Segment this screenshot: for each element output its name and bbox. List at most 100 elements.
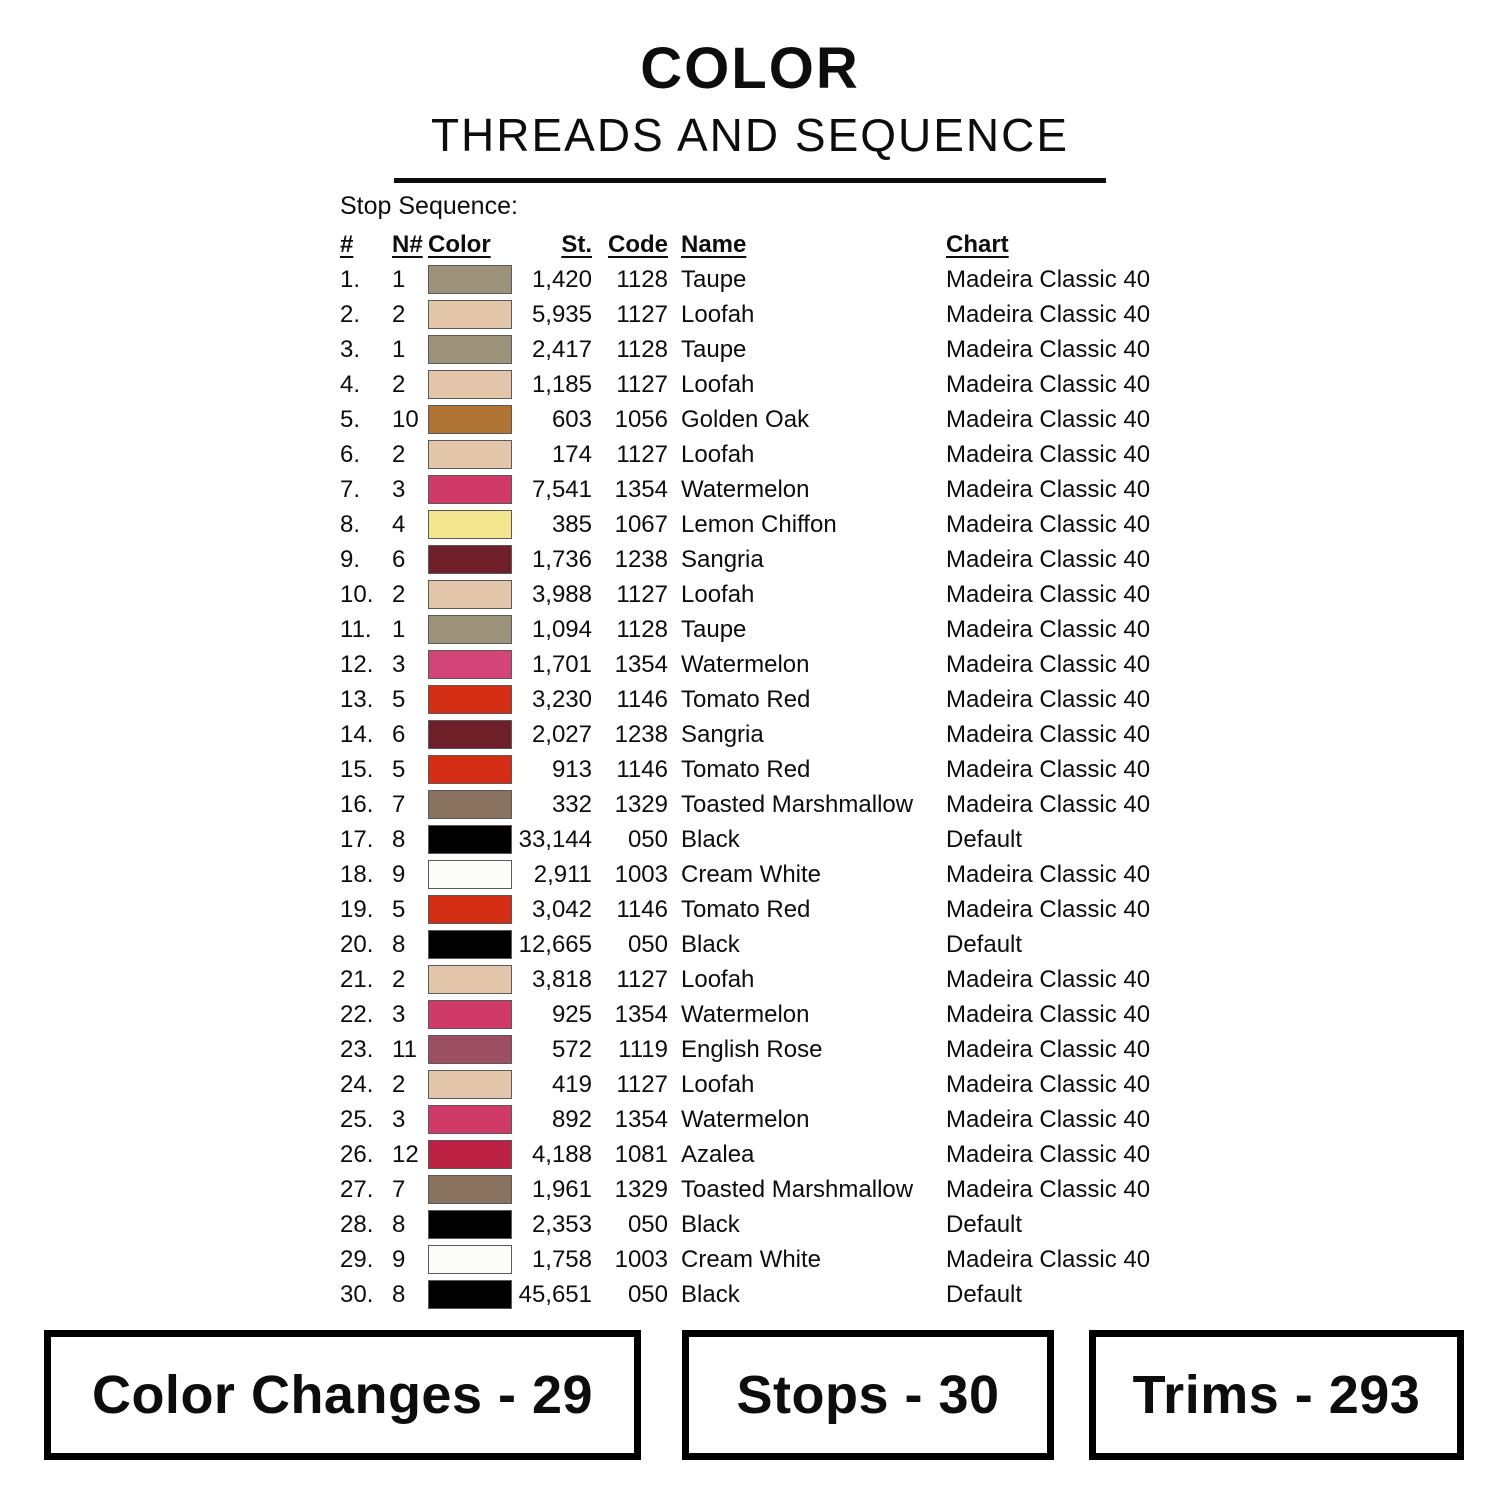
- table-header-row: # N# Color St. Code Name Chart: [340, 228, 1460, 262]
- table-row: 6. 2 174 1127 Loofah Madeira Classic 40: [340, 437, 1460, 472]
- header-code: Code: [608, 231, 668, 258]
- color-swatch: [428, 615, 512, 644]
- thread-name: Watermelon: [681, 650, 810, 678]
- thread-name: Loofah: [681, 1070, 755, 1098]
- needle-number: 9: [392, 860, 406, 888]
- header-stitches: St.: [561, 231, 592, 258]
- page-subtitle: THREADS AND SEQUENCE: [430, 109, 1070, 161]
- thread-chart: Madeira Classic 40: [946, 580, 1151, 608]
- needle-number: 2: [392, 580, 406, 608]
- trims-box: Trims - 293: [1089, 1330, 1464, 1460]
- thread-name: Toasted Marshmallow: [681, 790, 914, 818]
- needle-number: 10: [392, 405, 419, 433]
- thread-code: 1329: [614, 1175, 668, 1203]
- stitch-count: 2,353: [531, 1210, 592, 1238]
- stops-label: Stops - 30: [736, 1365, 1000, 1425]
- table-row: 7. 3 7,541 1354 Watermelon Madeira Class…: [340, 472, 1460, 507]
- thread-code: 050: [627, 825, 668, 853]
- color-swatch: [428, 720, 512, 749]
- stop-sequence-section: Stop Sequence: # N# Color St. Code Name …: [340, 192, 1460, 1312]
- stop-sequence-label: Stop Sequence:: [340, 192, 518, 220]
- thread-chart: Madeira Classic 40: [946, 335, 1151, 363]
- thread-name: Taupe: [681, 265, 747, 293]
- thread-name: Watermelon: [681, 1000, 810, 1028]
- stitch-count: 1,185: [531, 370, 592, 398]
- row-number: 24.: [340, 1070, 374, 1098]
- trims-label: Trims - 293: [1132, 1365, 1421, 1425]
- thread-code: 1067: [614, 510, 668, 538]
- thread-name: Loofah: [681, 440, 755, 468]
- table-row: 22. 3 925 1354 Watermelon Madeira Classi…: [340, 997, 1460, 1032]
- stitch-count: 33,144: [518, 825, 592, 853]
- table-body: 1. 1 1,420 1128 Taupe Madeira Classic 40…: [340, 262, 1460, 1312]
- needle-number: 3: [392, 1105, 406, 1133]
- thread-code: 1354: [614, 1000, 668, 1028]
- table-row: 15. 5 913 1146 Tomato Red Madeira Classi…: [340, 752, 1460, 787]
- thread-chart: Default: [946, 1280, 1023, 1308]
- thread-chart: Madeira Classic 40: [946, 720, 1151, 748]
- thread-name: Azalea: [681, 1140, 755, 1168]
- needle-number: 2: [392, 300, 406, 328]
- row-number: 5.: [340, 405, 361, 433]
- stitch-count: 3,818: [531, 965, 592, 993]
- thread-code: 1146: [616, 755, 668, 783]
- thread-chart: Default: [946, 825, 1023, 853]
- thread-code: 050: [627, 1210, 668, 1238]
- table-row: 21. 2 3,818 1127 Loofah Madeira Classic …: [340, 962, 1460, 997]
- table-row: 25. 3 892 1354 Watermelon Madeira Classi…: [340, 1102, 1460, 1137]
- title-divider: [394, 178, 1106, 183]
- thread-code: 1354: [614, 475, 668, 503]
- thread-chart: Madeira Classic 40: [946, 965, 1151, 993]
- thread-code: 1081: [614, 1140, 668, 1168]
- row-number: 15.: [340, 755, 374, 783]
- table-row: 27. 7 1,961 1329 Toasted Marshmallow Mad…: [340, 1172, 1460, 1207]
- needle-number: 8: [392, 1210, 406, 1238]
- page-title: COLOR: [640, 36, 860, 101]
- row-number: 26.: [340, 1140, 374, 1168]
- thread-name: Loofah: [681, 580, 755, 608]
- stitch-count: 2,417: [531, 335, 592, 363]
- color-swatch: [428, 1035, 512, 1064]
- color-swatch: [428, 755, 512, 784]
- needle-number: 5: [392, 895, 406, 923]
- thread-code: 1146: [616, 685, 668, 713]
- table-row: 14. 6 2,027 1238 Sangria Madeira Classic…: [340, 717, 1460, 752]
- thread-code: 050: [627, 1280, 668, 1308]
- needle-number: 12: [392, 1140, 419, 1168]
- thread-name: Black: [681, 930, 740, 958]
- thread-name: Cream White: [681, 1245, 822, 1273]
- thread-chart: Madeira Classic 40: [946, 790, 1151, 818]
- color-changes-box: Color Changes - 29: [44, 1330, 641, 1460]
- row-number: 10.: [340, 580, 374, 608]
- thread-name: Watermelon: [681, 475, 810, 503]
- sheet-header: COLOR THREADS AND SEQUENCE: [0, 40, 1500, 183]
- thread-name: Sangria: [681, 720, 764, 748]
- thread-code: 1003: [614, 860, 668, 888]
- color-swatch: [428, 510, 512, 539]
- thread-name: Taupe: [681, 615, 747, 643]
- color-swatch: [428, 265, 512, 294]
- needle-number: 5: [392, 755, 406, 783]
- stitch-count: 45,651: [518, 1280, 592, 1308]
- stitch-count: 1,758: [531, 1245, 592, 1273]
- header-thread-name: Name: [681, 231, 747, 258]
- thread-name: Loofah: [681, 300, 755, 328]
- color-swatch: [428, 300, 512, 329]
- color-swatch: [428, 860, 512, 889]
- thread-chart: Default: [946, 1210, 1023, 1238]
- table-row: 10. 2 3,988 1127 Loofah Madeira Classic …: [340, 577, 1460, 612]
- stitch-count: 3,988: [531, 580, 592, 608]
- needle-number: 5: [392, 685, 406, 713]
- row-number: 27.: [340, 1175, 374, 1203]
- thread-chart: Default: [946, 930, 1023, 958]
- thread-chart: Madeira Classic 40: [946, 405, 1151, 433]
- row-number: 18.: [340, 860, 374, 888]
- needle-number: 8: [392, 1280, 406, 1308]
- stitch-count: 7,541: [531, 475, 592, 503]
- thread-chart: Madeira Classic 40: [946, 1000, 1151, 1028]
- needle-number: 1: [392, 615, 406, 643]
- thread-name: Tomato Red: [681, 685, 811, 713]
- color-swatch: [428, 1105, 512, 1134]
- thread-code: 1127: [616, 1070, 668, 1098]
- stitch-count: 603: [551, 405, 592, 433]
